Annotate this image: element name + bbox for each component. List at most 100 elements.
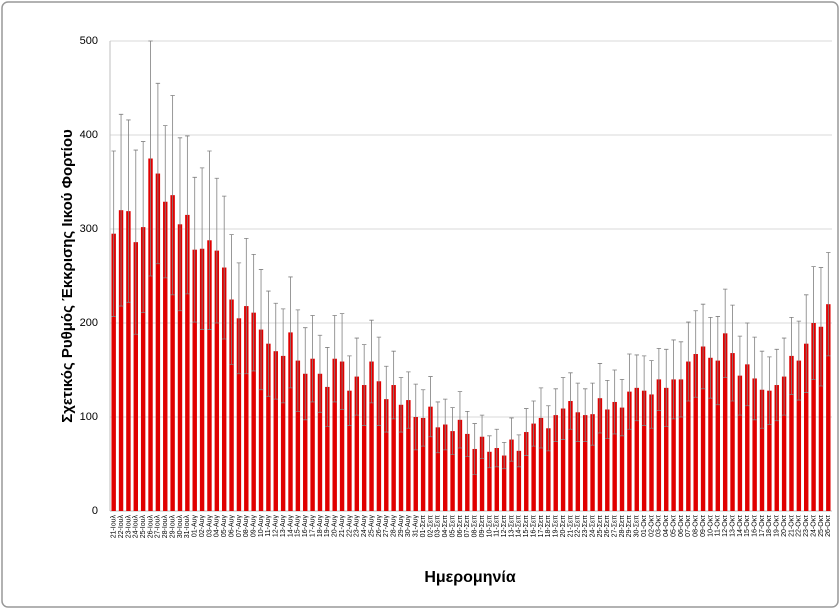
bar	[140, 227, 146, 511]
error-bar	[501, 441, 507, 470]
error-bar	[273, 302, 278, 400]
x-tick-label: 14-Οκτ	[737, 515, 744, 537]
error-bar	[163, 125, 168, 279]
bar	[472, 448, 477, 511]
x-tick-label: 30-Ιουλ	[177, 515, 184, 539]
bar	[752, 378, 757, 511]
x-tick-label: 19-Οκτ	[774, 515, 781, 537]
bar	[664, 387, 669, 511]
error-bar	[752, 336, 757, 421]
bar	[509, 439, 514, 511]
error-bar	[664, 348, 669, 427]
error-bar	[605, 379, 610, 440]
bar	[656, 379, 662, 511]
error-bar	[575, 382, 581, 442]
error-bar	[722, 288, 728, 378]
bar	[546, 428, 551, 511]
x-tick-label: 24-Αυγ	[361, 515, 368, 538]
bar	[126, 211, 131, 511]
bar	[826, 304, 831, 511]
error-bar	[487, 435, 492, 469]
error-bar	[465, 410, 470, 457]
x-tick-label: 14-Σεπ	[516, 515, 523, 538]
error-bar	[155, 82, 161, 265]
error-bar	[649, 360, 654, 429]
error-bar	[280, 308, 286, 404]
error-bar	[376, 336, 382, 426]
y-tick-label: 400	[80, 129, 98, 141]
y-tick-label: 0	[92, 505, 98, 517]
error-bar	[708, 316, 713, 399]
x-tick-label: 07-Οκτ	[685, 515, 692, 537]
error-bar	[192, 176, 197, 323]
bar	[317, 373, 323, 511]
x-tick-label: 26-Οκτ	[825, 515, 832, 537]
error-bar	[641, 355, 647, 426]
x-tick-label: 26-Σεπ	[604, 515, 611, 538]
error-bar	[796, 320, 802, 401]
x-tick-label: 25-Σεπ	[597, 515, 604, 538]
x-tick-label: 21-Σεπ	[567, 515, 574, 538]
bar	[361, 385, 367, 511]
bar	[325, 386, 330, 511]
x-tick-label: 19-Σεπ	[553, 515, 560, 538]
x-tick-label: 27-Ιουλ	[155, 515, 162, 539]
bar	[745, 364, 750, 511]
x-tick-label: 02-Οκτ	[648, 515, 655, 537]
y-tick-label: 500	[80, 35, 98, 47]
bar	[457, 419, 463, 511]
bar	[295, 360, 301, 511]
x-tick-label: 25-Αυγ	[368, 515, 375, 538]
error-bar	[133, 149, 138, 335]
error-bar	[207, 150, 212, 330]
error-bar	[472, 423, 477, 475]
error-bar	[339, 313, 345, 410]
x-tick-label: 28-Σεπ	[619, 515, 626, 538]
x-tick-label: 22-Οκτ	[796, 515, 803, 537]
error-bar	[450, 407, 455, 455]
x-tick-label: 06-Οκτ	[678, 515, 685, 537]
error-bar	[516, 434, 522, 468]
bar	[236, 318, 242, 511]
error-bar	[826, 252, 831, 357]
x-tick-label: 29-Αυγ	[398, 515, 405, 538]
x-tick-label: 25-Οκτ	[818, 515, 825, 537]
bar	[501, 455, 507, 511]
x-tick-label: 11-Αυγ	[265, 515, 272, 537]
x-tick-label: 12-Αυγ	[273, 515, 280, 538]
bar	[479, 436, 485, 511]
error-bar	[303, 327, 308, 421]
error-bar	[789, 316, 794, 395]
x-tick-label: 03-Οκτ	[656, 515, 663, 537]
x-tick-label: 10-Αυγ	[258, 515, 265, 538]
bar	[487, 451, 492, 511]
error-bar	[126, 119, 131, 303]
x-tick-label: 09-Αυγ	[251, 515, 258, 538]
error-bar	[538, 387, 544, 449]
bar	[590, 414, 595, 511]
bar	[708, 357, 713, 511]
x-tick-label: 12-Οκτ	[722, 515, 729, 537]
error-bar	[295, 309, 301, 412]
bar	[391, 385, 396, 511]
bar	[229, 299, 234, 511]
error-bar	[759, 350, 765, 429]
error-bar	[443, 398, 448, 451]
bar	[516, 450, 522, 511]
x-tick-label: 22-Σεπ	[575, 515, 582, 538]
bar	[280, 355, 286, 511]
error-bar	[811, 266, 816, 380]
bar	[722, 333, 728, 511]
bar	[693, 354, 698, 511]
bar	[332, 358, 337, 511]
error-bar	[619, 379, 625, 437]
error-bar	[435, 401, 441, 454]
error-bar	[185, 135, 190, 295]
x-tick-label: 26-Αυγ	[376, 515, 383, 538]
error-bar	[494, 428, 499, 468]
x-tick-label: 12-Σεπ	[501, 515, 508, 538]
bar	[796, 360, 802, 511]
bar	[170, 195, 175, 511]
x-tick-label: 16-Σεπ	[530, 515, 537, 538]
